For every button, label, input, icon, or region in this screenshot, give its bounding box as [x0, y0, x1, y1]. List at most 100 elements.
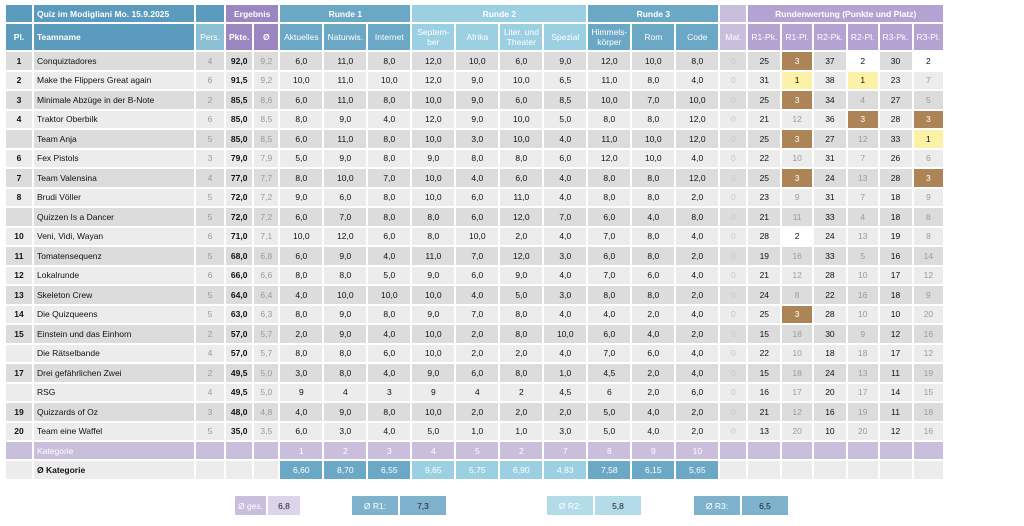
avg-blank: [782, 461, 812, 481]
round-score-cell: 13: [847, 169, 878, 189]
category-score-cell: 6,0: [632, 344, 675, 364]
round-score-cell: 28: [879, 169, 912, 189]
round-score-cell: 19: [879, 227, 912, 247]
category-score-cell: 4,0: [544, 130, 587, 150]
category-score-cell: 4,0: [544, 344, 587, 364]
category-score-cell: 9,0: [412, 364, 455, 384]
round-score-cell: 30: [879, 52, 912, 72]
round-score-cell: 16: [879, 247, 912, 267]
category-score-cell: 6,0: [500, 52, 543, 72]
points-cell: 49,5: [226, 364, 253, 384]
round-score-cell: 12: [879, 422, 912, 442]
category-score-cell: 5,0: [368, 266, 411, 286]
persons-cell: 2: [196, 364, 224, 384]
col-pkte: Pkte.: [226, 24, 253, 52]
category-score-cell: 4,0: [456, 286, 499, 306]
kategorie-blank: [748, 442, 781, 461]
round-score-cell: 1: [847, 71, 878, 91]
category-score-cell: 8,0: [632, 286, 675, 306]
team-name: Brudi Völler: [34, 188, 194, 208]
mal-cell: 0: [720, 52, 747, 72]
category-score-cell: 2,0: [676, 188, 719, 208]
kategorie-blank: [813, 442, 846, 461]
category-score-cell: 8,0: [500, 364, 543, 384]
persons-cell: 4: [196, 383, 224, 403]
mal-cell: 0: [720, 344, 747, 364]
kategorie-number: 2: [324, 442, 367, 461]
team-row: 4 Traktor Oberbilk 6 85,0 8,5 8,0 9,0 4,0 12,0 9,…: [6, 110, 944, 130]
category-score-cell: 6,0: [544, 149, 587, 169]
col-cat-5: Afrika: [456, 24, 499, 52]
round-score-cell: 15: [748, 364, 781, 384]
kategorie-row: Kategorie 1 2 3 4 5 2 7 8 9 10: [6, 442, 944, 461]
team-name: Die Quizqueens: [34, 305, 194, 325]
category-score-cell: 6,0: [280, 208, 323, 228]
category-score-cell: 10,0: [368, 286, 411, 306]
col-mal: Mal.: [720, 24, 747, 52]
team-name: Einstein und das Einhorn: [34, 325, 194, 345]
category-score-cell: 5,0: [280, 149, 323, 169]
category-score-cell: 7,0: [368, 169, 411, 189]
kategorie-label: Kategorie: [34, 442, 194, 461]
category-score-cell: 4,5: [588, 364, 631, 384]
points-cell: 68,0: [226, 247, 253, 267]
round-score-cell: 2: [782, 227, 812, 247]
round-score-cell: 14: [913, 247, 944, 267]
category-score-cell: 12,0: [676, 169, 719, 189]
team-name: Team eine Waffel: [34, 422, 194, 442]
category-score-cell: 1,0: [456, 422, 499, 442]
round-score-cell: 9: [847, 325, 878, 345]
category-score-cell: 6,5: [544, 71, 587, 91]
persons-cell: 3: [196, 149, 224, 169]
place-cell: 12: [6, 266, 32, 286]
round-score-cell: 9: [913, 286, 944, 306]
persons-cell: 4: [196, 344, 224, 364]
category-score-cell: 10,0: [500, 71, 543, 91]
col-cat-3: Internet: [368, 24, 411, 52]
category-score-cell: 4,0: [588, 305, 631, 325]
kategorie-blank: [254, 442, 279, 461]
category-score-cell: 5,0: [544, 110, 587, 130]
round-score-cell: 10: [847, 305, 878, 325]
category-score-cell: 10,0: [368, 71, 411, 91]
persons-cell: 6: [196, 227, 224, 247]
summary-r2: Ø R2: 5,8: [547, 496, 641, 515]
avg-kategorie-value: 6,90: [500, 461, 543, 481]
points-cell: 64,0: [226, 286, 253, 306]
round-score-cell: 5: [913, 91, 944, 111]
col-cat-9: Rom: [632, 24, 675, 52]
round-score-cell: 28: [748, 227, 781, 247]
category-score-cell: 4,0: [368, 110, 411, 130]
col-cat-10: Code: [676, 24, 719, 52]
category-score-cell: 6,0: [280, 52, 323, 72]
category-score-cell: 9,0: [456, 110, 499, 130]
category-score-cell: 10,0: [280, 227, 323, 247]
kategorie-blank: [720, 442, 747, 461]
round-score-cell: 31: [748, 71, 781, 91]
mal-cell: 0: [720, 383, 747, 403]
round-score-cell: 23: [879, 71, 912, 91]
persons-cell: 6: [196, 71, 224, 91]
team-row: 19 Quizzards of Oz 3 48,0 4,8 4,0 9,0 8,0 10,0 2,…: [6, 403, 944, 423]
category-score-cell: 7,0: [456, 305, 499, 325]
kategorie-blank: [6, 442, 32, 461]
category-score-cell: 8,0: [368, 403, 411, 423]
category-score-cell: 2,0: [456, 403, 499, 423]
place-cell: 17: [6, 364, 32, 384]
category-score-cell: 11,0: [324, 52, 367, 72]
round-score-cell: 16: [913, 325, 944, 345]
round-score-cell: 31: [813, 149, 846, 169]
points-cell: 63,0: [226, 305, 253, 325]
points-cell: 77,0: [226, 169, 253, 189]
category-score-cell: 2,0: [676, 403, 719, 423]
average-cell: 4,8: [254, 403, 279, 423]
kategorie-number: 5: [456, 442, 499, 461]
mal-cell: 0: [720, 227, 747, 247]
round-score-cell: 1: [782, 71, 812, 91]
category-score-cell: 2,0: [676, 286, 719, 306]
round-score-cell: 15: [913, 383, 944, 403]
category-score-cell: 10,0: [412, 325, 455, 345]
mal-cell: 0: [720, 149, 747, 169]
kategorie-number: 1: [280, 442, 323, 461]
mal-cell: 0: [720, 403, 747, 423]
